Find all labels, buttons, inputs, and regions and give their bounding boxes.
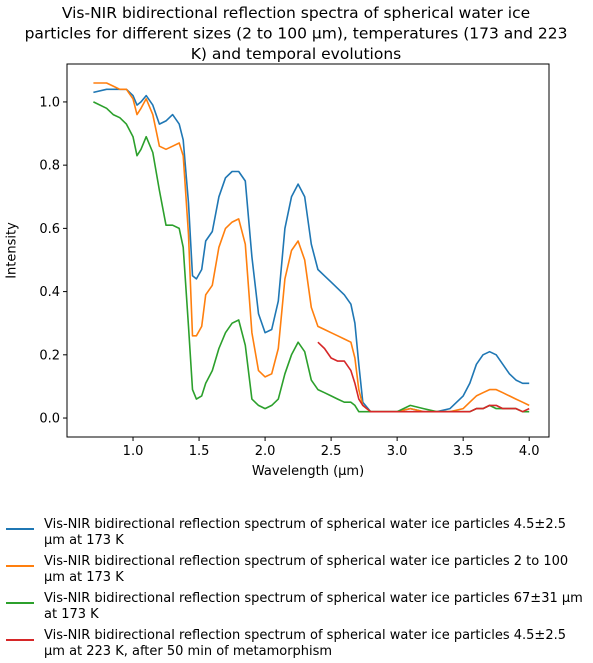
chart: Vis-NIR bidirectional reflection spectra… [5,4,568,479]
legend-label: Vis-NIR bidirectional reflection spectru… [44,591,583,622]
legend-swatch [6,639,34,641]
x-axis: 1.0 1.5 2.0 2.5 3.0 3.5 4.0 [123,437,540,459]
axes-frame [66,63,550,438]
y-tick-label: 0.6 [39,222,60,237]
legend-swatch [6,565,34,567]
legend-item: Vis-NIR bidirectional reflection spectru… [6,552,591,589]
y-tick-label: 0.8 [39,159,60,174]
x-tick-label: 2.5 [321,444,342,459]
y-tick-label: 0.4 [39,285,60,300]
legend-label: Vis-NIR bidirectional reflection spectru… [44,628,566,659]
legend-label: Vis-NIR bidirectional reflection spectru… [44,554,569,585]
chart-title-line: K) and temporal evolutions [191,45,401,63]
series-line-1 [93,88,530,413]
x-tick-label: 3.0 [387,444,408,459]
x-tick-label: 2.0 [255,444,276,459]
chart-title-line: Vis-NIR bidirectional reflection spectra… [62,4,530,22]
legend: Vis-NIR bidirectional reflection spectru… [6,515,591,663]
x-tick-label: 1.5 [189,444,210,459]
plot-area: 1.0 1.5 2.0 2.5 3.0 3.5 4.0 0.0 0.2 0.4 0.6 0.8 1.0 [39,63,550,459]
chart-title: Vis-NIR bidirectional reflection spectra… [25,4,568,63]
legend-label: Vis-NIR bidirectional reflection spectru… [44,517,566,548]
x-tick-label: 1.0 [123,444,144,459]
y-tick-label: 0.2 [39,348,60,363]
x-tick-label: 4.0 [519,444,540,459]
legend-swatch [6,602,34,604]
legend-item: Vis-NIR bidirectional reflection spectru… [6,515,591,552]
legend-swatch [6,528,34,530]
series-line-3 [93,101,530,413]
y-axis: 0.0 0.2 0.4 0.6 0.8 1.0 [39,95,67,427]
chart-title-line: particles for different sizes (2 to 100 … [25,25,568,43]
legend-item: Vis-NIR bidirectional reflection spectru… [6,589,591,626]
y-tick-label: 1.0 [39,95,60,110]
series-lines [93,82,530,413]
y-tick-label: 0.0 [39,412,60,427]
x-tick-label: 3.5 [453,444,474,459]
series-line-2 [93,82,530,413]
legend-item: Vis-NIR bidirectional reflection spectru… [6,626,591,663]
x-axis-label: Wavelength (µm) [252,464,364,479]
y-axis-label: Intensity [5,222,20,279]
series-line-4 [317,341,530,413]
